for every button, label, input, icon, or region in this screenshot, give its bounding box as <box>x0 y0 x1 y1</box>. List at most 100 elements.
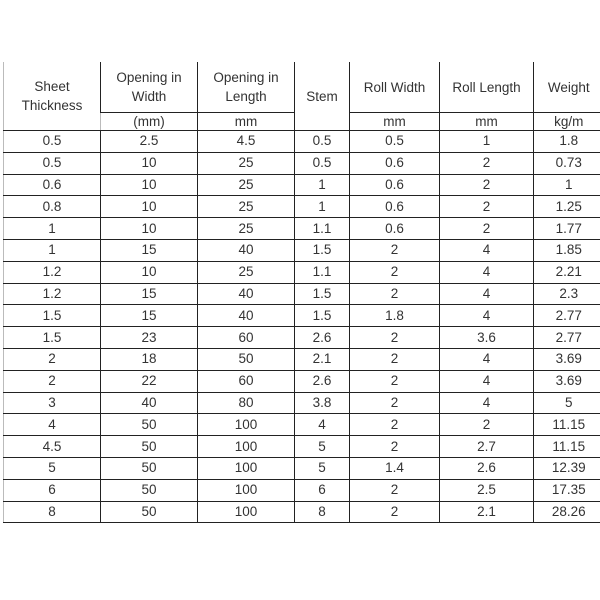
cell-sheet-thickness: 1.5 <box>3 326 101 349</box>
table-row: 2 22 60 2.6 2 4 3.69 <box>3 370 600 393</box>
cell-sheet-thickness: 0.6 <box>3 174 101 197</box>
cell-sheet-thickness: 0.5 <box>3 152 101 175</box>
table-row: 8 50 100 8 2 2.1 28.26 <box>3 501 600 524</box>
cell-roll-width: 1.4 <box>349 457 440 480</box>
cell-opening-length: 4.5 <box>197 130 295 153</box>
cell-sheet-thickness: 1.5 <box>3 304 101 328</box>
cell-opening-length: 40 <box>197 304 295 328</box>
cell-opening-length: 60 <box>197 370 295 393</box>
cell-stem: 5 <box>294 457 350 480</box>
header-stem: Stem <box>294 62 350 131</box>
table-row: 1.2 15 40 1.5 2 4 2.3 <box>3 283 600 306</box>
unit-roll-length: mm <box>439 112 534 131</box>
cell-roll-length: 2.7 <box>439 435 534 458</box>
cell-opening-length: 100 <box>197 413 295 437</box>
table-row: 0.5 2.5 4.5 0.5 0.5 1 1.8 <box>3 130 600 153</box>
cell-sheet-thickness: 0.5 <box>3 130 101 153</box>
cell-opening-width: 15 <box>100 239 198 262</box>
cell-stem: 3.8 <box>294 392 350 415</box>
cell-roll-length: 4 <box>439 348 534 371</box>
cell-roll-length: 2 <box>439 413 534 437</box>
cell-stem: 8 <box>294 501 350 524</box>
cell-opening-width: 15 <box>100 304 198 328</box>
cell-opening-width: 2.5 <box>100 130 198 153</box>
cell-sheet-thickness: 3 <box>3 392 101 415</box>
table-row: 1 10 25 1.1 0.6 2 1.77 <box>3 217 600 240</box>
cell-sheet-thickness: 5 <box>3 457 101 480</box>
cell-opening-width: 10 <box>100 217 198 240</box>
cell-roll-width: 2 <box>349 413 440 437</box>
table-row: 1 15 40 1.5 2 4 1.85 <box>3 239 600 262</box>
cell-opening-length: 80 <box>197 392 295 415</box>
table-row: 2 18 50 2.1 2 4 3.69 <box>3 348 600 371</box>
unit-roll-width: mm <box>349 112 440 131</box>
cell-opening-width: 50 <box>100 413 198 437</box>
cell-weight: 1.77 <box>533 217 600 240</box>
cell-roll-width: 2 <box>349 283 440 306</box>
cell-sheet-thickness: 2 <box>3 348 101 371</box>
cell-weight: 1.85 <box>533 239 600 262</box>
specification-table: Sheet Thickness Opening in Width Opening… <box>3 62 600 524</box>
cell-stem: 2.6 <box>294 370 350 393</box>
cell-weight: 2.21 <box>533 261 600 284</box>
cell-weight: 28.26 <box>533 501 600 524</box>
cell-roll-length: 2.5 <box>439 479 534 502</box>
table-row: 0.5 10 25 0.5 0.6 2 0.73 <box>3 152 600 175</box>
cell-opening-width: 50 <box>100 479 198 502</box>
cell-roll-length: 4 <box>439 392 534 415</box>
cell-weight: 3.69 <box>533 348 600 371</box>
cell-roll-width: 1.8 <box>349 304 440 328</box>
cell-opening-width: 10 <box>100 152 198 175</box>
cell-stem: 2.6 <box>294 326 350 349</box>
cell-opening-length: 50 <box>197 348 295 371</box>
cell-opening-length: 25 <box>197 261 295 284</box>
cell-roll-length: 2 <box>439 217 534 240</box>
cell-roll-length: 4 <box>439 261 534 284</box>
cell-opening-length: 25 <box>197 174 295 197</box>
cell-roll-width: 2 <box>349 392 440 415</box>
cell-opening-width: 40 <box>100 392 198 415</box>
cell-roll-length: 2.6 <box>439 457 534 480</box>
cell-sheet-thickness: 1.2 <box>3 261 101 284</box>
header-sheet-thickness: Sheet Thickness <box>3 62 101 131</box>
cell-roll-length: 2.1 <box>439 501 534 524</box>
cell-weight: 0.73 <box>533 152 600 175</box>
header-opening-length: Opening in Length <box>197 62 295 113</box>
cell-roll-width: 0.6 <box>349 174 440 197</box>
cell-opening-width: 15 <box>100 283 198 306</box>
cell-opening-length: 40 <box>197 239 295 262</box>
table-row: 6 50 100 6 2 2.5 17.35 <box>3 479 600 502</box>
cell-stem: 4 <box>294 413 350 437</box>
cell-roll-width: 0.6 <box>349 217 440 240</box>
cell-sheet-thickness: 1 <box>3 217 101 240</box>
table-row: 1.5 15 40 1.5 1.8 4 2.77 <box>3 304 600 328</box>
cell-roll-length: 4 <box>439 239 534 262</box>
cell-sheet-thickness: 1.2 <box>3 283 101 306</box>
cell-weight: 11.15 <box>533 413 600 437</box>
cell-roll-width: 2 <box>349 239 440 262</box>
cell-opening-width: 50 <box>100 501 198 524</box>
cell-weight: 2.3 <box>533 283 600 306</box>
cell-weight: 11.15 <box>533 435 600 458</box>
cell-roll-width: 0.6 <box>349 195 440 219</box>
cell-roll-width: 2 <box>349 370 440 393</box>
cell-roll-width: 2 <box>349 326 440 349</box>
cell-opening-length: 60 <box>197 326 295 349</box>
header-opening-width: Opening in Width <box>100 62 198 113</box>
table-row: 4.5 50 100 5 2 2.7 11.15 <box>3 435 600 458</box>
cell-roll-width: 2 <box>349 435 440 458</box>
cell-sheet-thickness: 1 <box>3 239 101 262</box>
cell-sheet-thickness: 0.8 <box>3 195 101 219</box>
cell-opening-width: 10 <box>100 261 198 284</box>
cell-weight: 3.69 <box>533 370 600 393</box>
cell-roll-width: 2 <box>349 261 440 284</box>
unit-opening-length: mm <box>197 112 295 131</box>
cell-roll-length: 2 <box>439 195 534 219</box>
table-row: 0.6 10 25 1 0.6 2 1 <box>3 174 600 197</box>
cell-roll-length: 4 <box>439 304 534 328</box>
cell-weight: 1 <box>533 174 600 197</box>
cell-sheet-thickness: 4 <box>3 413 101 437</box>
cell-opening-length: 25 <box>197 217 295 240</box>
table-row: 4 50 100 4 2 2 11.15 <box>3 413 600 437</box>
table-row: 1.2 10 25 1.1 2 4 2.21 <box>3 261 600 284</box>
